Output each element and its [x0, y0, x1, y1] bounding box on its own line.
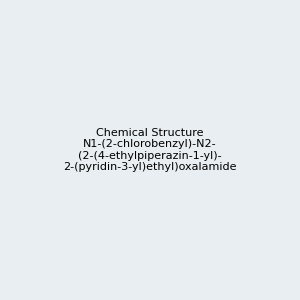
- Text: Chemical Structure
N1-(2-chlorobenzyl)-N2-
(2-(4-ethylpiperazin-1-yl)-
2-(pyridi: Chemical Structure N1-(2-chlorobenzyl)-N…: [63, 128, 237, 172]
